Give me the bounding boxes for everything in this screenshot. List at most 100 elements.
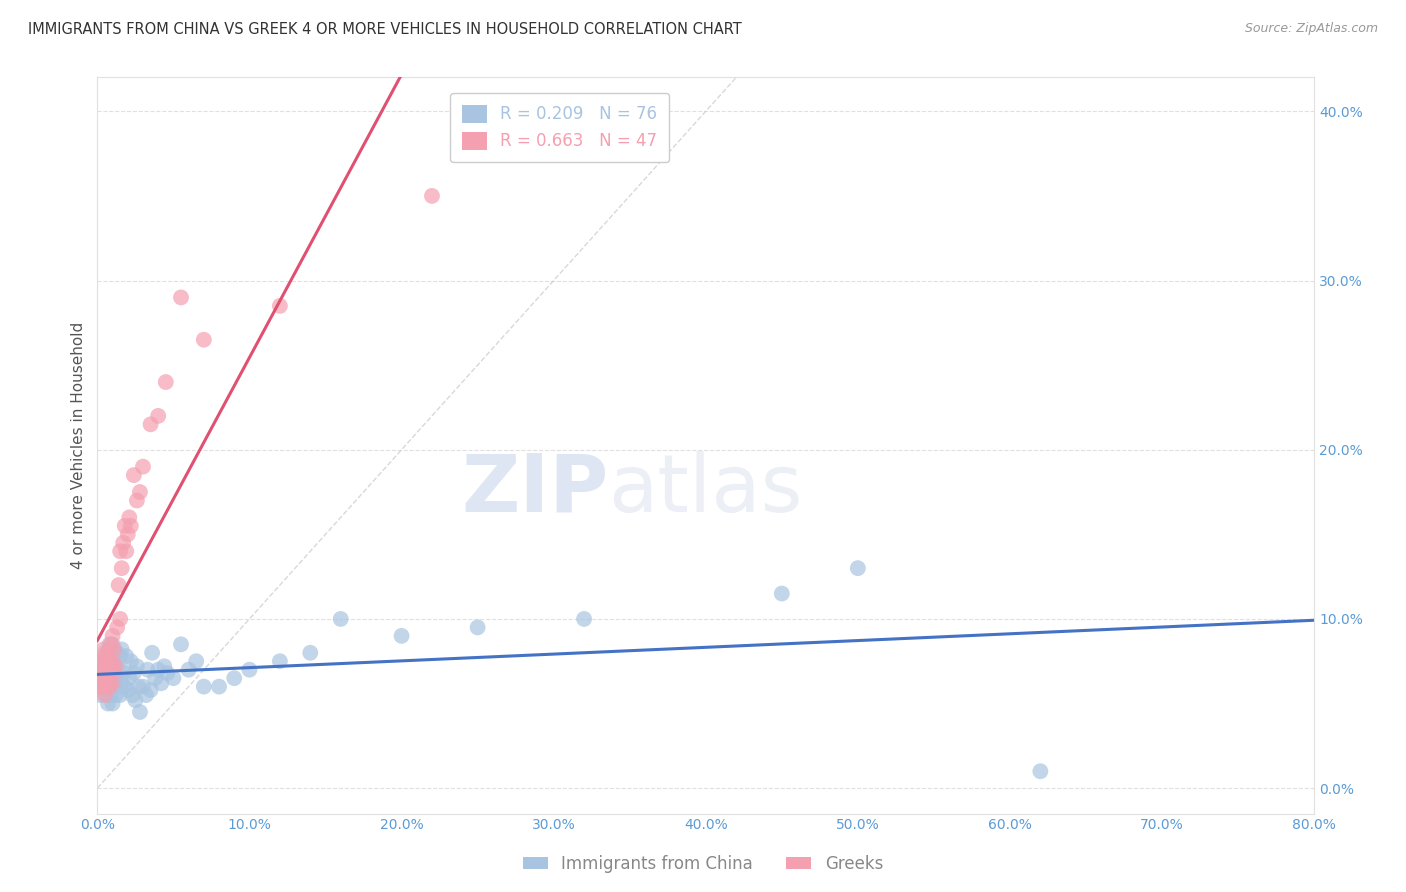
Point: [139, 683, 162, 698]
Point: [127, 680, 149, 694]
Point: [224, 671, 246, 685]
Point: [96, 654, 118, 668]
Point: [117, 683, 139, 698]
Point: [143, 671, 166, 685]
Point: [103, 680, 125, 694]
Point: [96, 659, 118, 673]
Point: [107, 663, 129, 677]
Point: [115, 649, 138, 664]
Point: [87, 680, 110, 694]
Point: [100, 637, 122, 651]
Legend: Immigrants from China, Greeks: Immigrants from China, Greeks: [516, 848, 890, 880]
Point: [120, 519, 142, 533]
Point: [90, 680, 112, 694]
Point: [97, 663, 120, 677]
Point: [132, 680, 155, 694]
Point: [193, 680, 215, 694]
Point: [124, 693, 146, 707]
Point: [89, 671, 111, 685]
Point: [101, 697, 124, 711]
Point: [93, 642, 115, 657]
Point: [148, 409, 170, 423]
Point: [100, 688, 122, 702]
Text: ZIP: ZIP: [461, 450, 609, 529]
Point: [186, 654, 208, 668]
Point: [98, 680, 121, 694]
Point: [118, 671, 141, 685]
Point: [97, 671, 120, 685]
Point: [162, 671, 184, 685]
Point: [107, 578, 129, 592]
Point: [269, 299, 291, 313]
Point: [122, 468, 145, 483]
Text: Source: ZipAtlas.com: Source: ZipAtlas.com: [1244, 22, 1378, 36]
Point: [94, 688, 117, 702]
Point: [98, 663, 121, 677]
Point: [150, 676, 173, 690]
Point: [101, 637, 124, 651]
Point: [115, 544, 138, 558]
Point: [572, 612, 595, 626]
Point: [114, 680, 136, 694]
Point: [770, 586, 793, 600]
Point: [90, 680, 112, 694]
Point: [111, 642, 134, 657]
Point: [96, 688, 118, 702]
Point: [97, 646, 120, 660]
Point: [269, 654, 291, 668]
Point: [93, 654, 115, 668]
Point: [103, 646, 125, 660]
Point: [96, 671, 118, 685]
Point: [1029, 764, 1052, 779]
Point: [208, 680, 231, 694]
Point: [238, 663, 260, 677]
Point: [103, 666, 125, 681]
Point: [93, 666, 115, 681]
Point: [135, 688, 157, 702]
Point: [105, 671, 128, 685]
Y-axis label: 4 or more Vehicles in Household: 4 or more Vehicles in Household: [72, 322, 86, 569]
Point: [108, 612, 131, 626]
Point: [111, 561, 134, 575]
Point: [129, 485, 152, 500]
Point: [93, 654, 115, 668]
Point: [101, 654, 124, 668]
Text: IMMIGRANTS FROM CHINA VS GREEK 4 OR MORE VEHICLES IN HOUSEHOLD CORRELATION CHART: IMMIGRANTS FROM CHINA VS GREEK 4 OR MORE…: [28, 22, 742, 37]
Point: [98, 680, 121, 694]
Point: [97, 646, 120, 660]
Point: [98, 649, 121, 664]
Point: [101, 629, 124, 643]
Point: [90, 654, 112, 668]
Point: [101, 676, 124, 690]
Point: [97, 671, 120, 685]
Point: [90, 663, 112, 677]
Point: [94, 680, 117, 694]
Point: [101, 654, 124, 668]
Point: [112, 536, 135, 550]
Point: [117, 527, 139, 541]
Point: [89, 688, 111, 702]
Point: [153, 659, 176, 673]
Point: [148, 663, 170, 677]
Point: [170, 637, 193, 651]
Point: [104, 688, 127, 702]
Point: [94, 666, 117, 681]
Point: [94, 649, 117, 664]
Point: [108, 688, 131, 702]
Point: [100, 671, 122, 685]
Point: [101, 666, 124, 681]
Point: [136, 663, 159, 677]
Point: [105, 620, 128, 634]
Point: [193, 333, 215, 347]
Point: [97, 697, 120, 711]
Point: [100, 654, 122, 668]
Point: [420, 189, 443, 203]
Point: [299, 646, 322, 660]
Point: [89, 663, 111, 677]
Point: [108, 544, 131, 558]
Point: [112, 666, 135, 681]
Point: [104, 659, 127, 673]
Point: [103, 642, 125, 657]
Point: [141, 646, 163, 660]
Point: [105, 646, 128, 660]
